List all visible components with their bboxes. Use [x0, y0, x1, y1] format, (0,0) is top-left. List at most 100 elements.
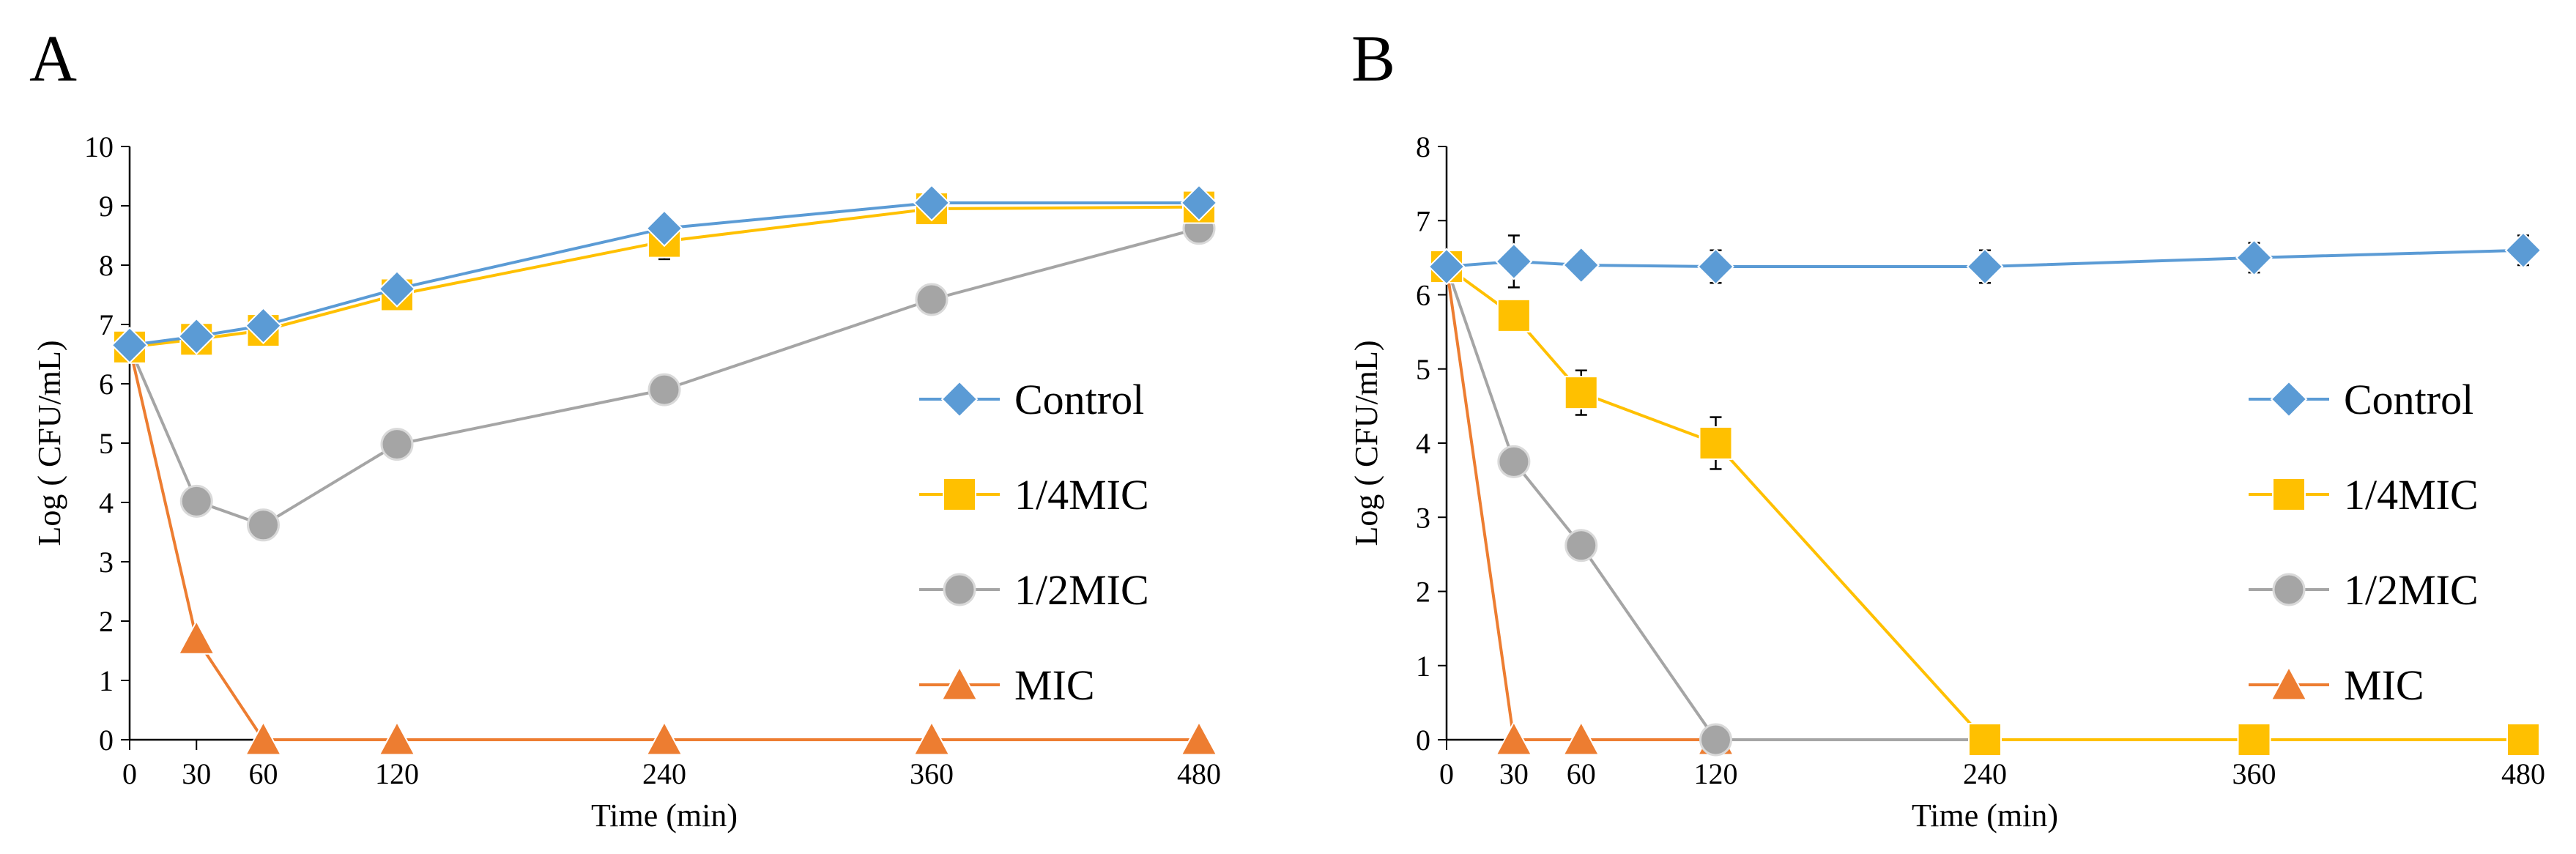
x-tick-label: 480 — [1177, 757, 1221, 790]
data-point — [915, 283, 949, 316]
y-axis-title: Log ( CFU/mL) — [31, 340, 67, 546]
y-tick-label: 3 — [1416, 501, 1430, 534]
legend-marker — [2272, 478, 2306, 511]
data-point — [177, 317, 215, 355]
x-tick-label: 30 — [1499, 757, 1529, 790]
y-tick-label: 8 — [1416, 130, 1430, 163]
data-point — [1497, 445, 1531, 478]
data-point — [2235, 239, 2273, 277]
data-point — [1428, 248, 1466, 286]
y-tick-label: 3 — [99, 546, 114, 579]
y-tick-label: 10 — [84, 130, 114, 163]
data-point — [1966, 248, 2004, 286]
legend-label: Control — [1014, 376, 1144, 423]
legend-label: 1/4MIC — [2344, 471, 2479, 519]
data-point — [244, 720, 283, 756]
legend-marker — [2270, 380, 2308, 418]
chart-panel-B: B 0 1 2 3 4 5 6 7 8 0 30 60 120 240 360 480 Time (min) Log… — [1348, 23, 2545, 833]
legend-label: Control — [2344, 376, 2473, 423]
legend-label: 1/2MIC — [1014, 566, 1149, 614]
data-point — [1564, 529, 1598, 562]
legend-entry-MIC: MIC — [919, 661, 1095, 709]
x-tick-label: 120 — [375, 757, 419, 790]
x-axis-title: Time (min) — [591, 798, 738, 833]
x-tick-label: 30 — [182, 757, 211, 790]
data-point — [647, 373, 681, 406]
y-tick-label: 2 — [1416, 576, 1430, 609]
data-point — [2506, 723, 2540, 757]
panel-label: B — [1351, 23, 1395, 95]
data-point — [1564, 376, 1598, 410]
x-tick-label: 60 — [1567, 757, 1596, 790]
series-Control — [1428, 231, 2542, 289]
data-point — [913, 720, 951, 756]
panel-label: A — [29, 23, 77, 95]
y-tick-label: 5 — [1416, 353, 1430, 386]
data-point — [380, 428, 414, 461]
x-tick-label: 240 — [1963, 757, 2007, 790]
legend-entry-Control: Control — [2249, 376, 2473, 423]
legend-entry-Control: Control — [919, 376, 1144, 423]
legend-label: MIC — [2344, 661, 2424, 709]
legend-entry-1/2MIC: 1/2MIC — [919, 566, 1149, 614]
x-tick-label: 60 — [249, 757, 278, 790]
legend-entry-1/4MIC: 1/4MIC — [919, 471, 1149, 519]
x-tick-label: 0 — [122, 757, 137, 790]
x-axis-title: Time (min) — [1912, 798, 2058, 833]
y-tick-label: 9 — [99, 190, 114, 223]
data-point — [1180, 184, 1218, 222]
legend-marker — [943, 478, 976, 511]
data-point — [245, 307, 282, 345]
y-tick-label: 1 — [99, 664, 114, 697]
x-tick-label: 360 — [2232, 757, 2276, 790]
legend-label: 1/4MIC — [1014, 471, 1149, 519]
series-Control — [111, 184, 1218, 364]
legend-marker — [943, 573, 976, 606]
data-point — [2504, 231, 2542, 270]
data-point — [645, 209, 683, 248]
y-tick-label: 1 — [1416, 650, 1430, 683]
data-point — [378, 720, 416, 756]
y-tick-label: 5 — [99, 427, 114, 460]
legend-entry-MIC: MIC — [2249, 661, 2424, 709]
data-point — [1180, 720, 1218, 756]
y-tick-label: 6 — [99, 368, 114, 401]
data-point — [1968, 723, 2002, 757]
data-point — [111, 326, 149, 364]
y-tick-label: 7 — [99, 308, 114, 341]
x-tick-label: 120 — [1694, 757, 1738, 790]
y-tick-label: 6 — [1416, 279, 1430, 312]
y-tick-label: 4 — [1416, 427, 1430, 460]
legend-label: MIC — [1014, 661, 1095, 709]
y-tick-label: 0 — [99, 724, 114, 757]
y-tick-label: 8 — [99, 249, 114, 282]
x-tick-label: 0 — [1439, 757, 1454, 790]
data-point — [177, 620, 215, 655]
data-point — [1496, 298, 1531, 333]
y-tick-label: 4 — [99, 486, 114, 519]
legend-entry-1/4MIC: 1/4MIC — [2249, 471, 2479, 519]
y-tick-label: 7 — [1416, 204, 1430, 237]
legend-marker — [2272, 573, 2306, 606]
data-point — [1495, 720, 1533, 756]
legend-marker — [940, 665, 979, 701]
x-tick-label: 360 — [910, 757, 954, 790]
legend-entry-1/2MIC: 1/2MIC — [2249, 566, 2479, 614]
legend-label: 1/2MIC — [2344, 566, 2479, 614]
y-axis-title: Log ( CFU/mL) — [1348, 340, 1384, 546]
data-point — [1562, 720, 1600, 756]
data-point — [1495, 242, 1533, 281]
data-point — [913, 184, 951, 222]
data-point — [179, 484, 213, 518]
data-point — [1699, 426, 1733, 460]
data-point — [1562, 246, 1600, 284]
y-tick-label: 2 — [99, 605, 114, 638]
data-point — [1699, 723, 1732, 757]
data-point — [1697, 248, 1734, 286]
data-point — [378, 270, 416, 308]
legend-marker — [940, 380, 979, 418]
data-point — [247, 508, 280, 542]
data-point — [2237, 723, 2271, 757]
